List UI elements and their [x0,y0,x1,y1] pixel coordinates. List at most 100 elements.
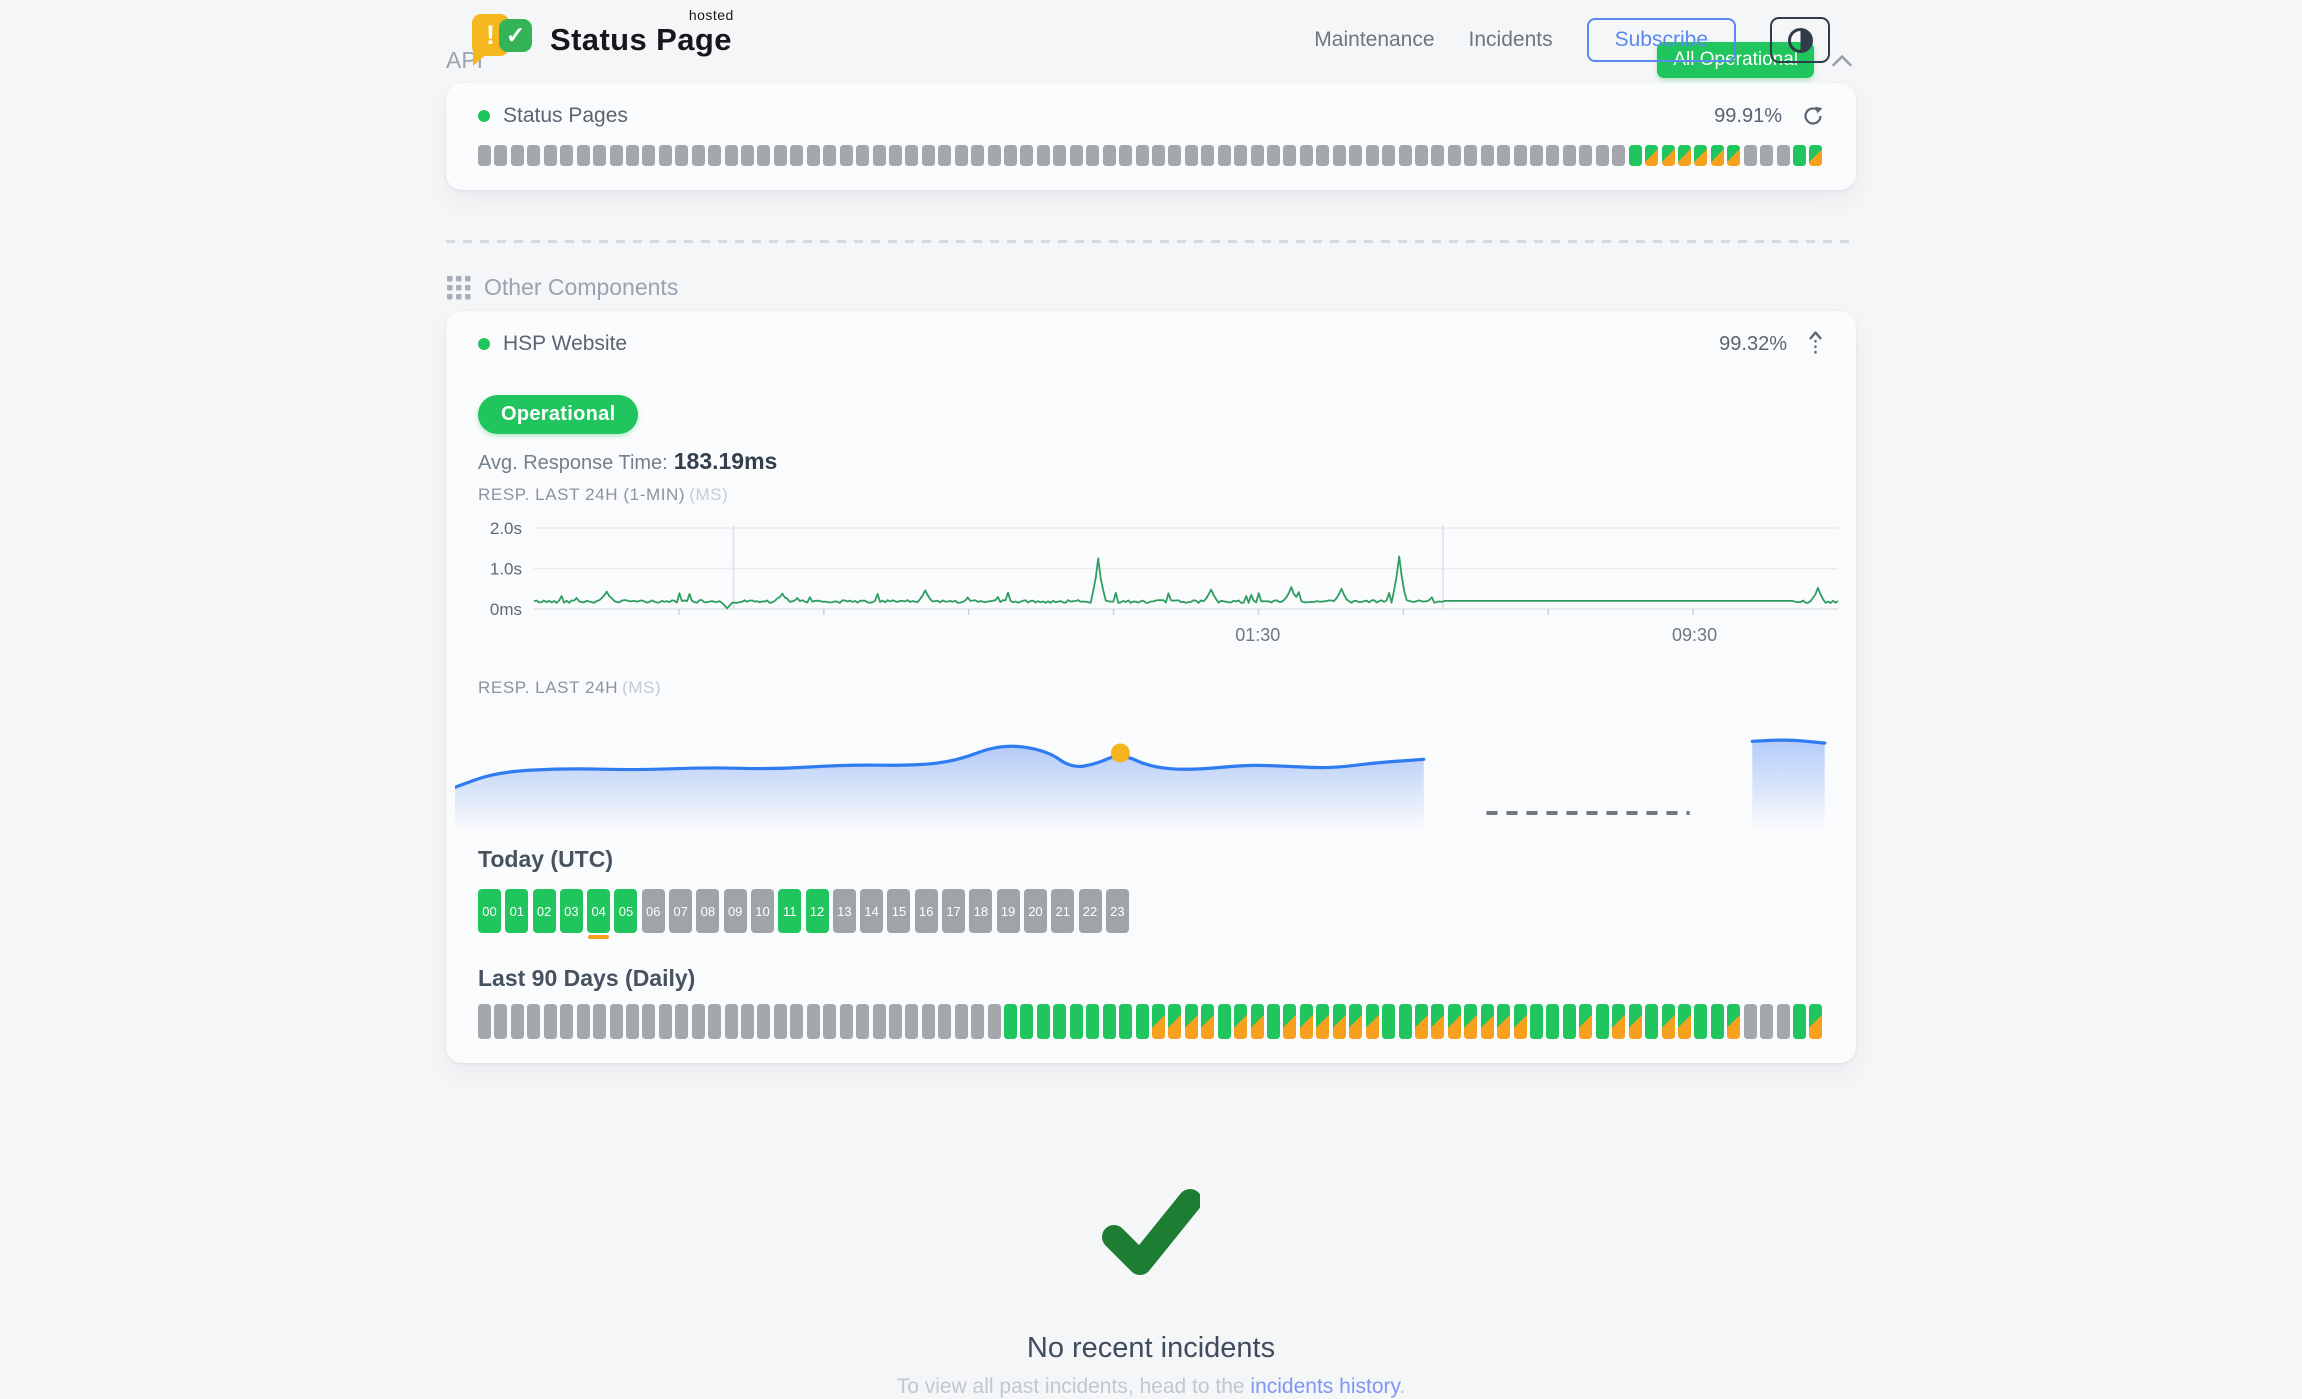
uptime-bar [1119,145,1133,166]
uptime-bar [921,1004,935,1039]
hour-box-02: 02 [532,889,556,933]
uptime-bar [856,1004,870,1039]
uptime-bar [1513,1004,1527,1039]
uptime-bar [905,1004,919,1039]
uptime-bar [1086,1004,1100,1039]
hour-box-07: 07 [669,889,693,933]
uptime-bar [1299,145,1313,166]
uptime-bar [1677,1004,1691,1039]
uptime-bar [1546,145,1560,166]
hour-box-11: 11 [778,889,802,933]
status-dot [478,338,490,350]
uptime-bar [724,1004,738,1039]
no-incidents-title: No recent incidents [1026,1332,1276,1364]
today-hour-strip: 00 01 02 03 04 05 06 07 08 09 10 11 12 13 14 15 16 17 18 19… [478,889,1824,939]
uptime-bar [1710,1004,1724,1039]
uptime-bar [757,145,771,166]
uptime-bar [593,1004,607,1039]
uptime-bar [1168,1004,1182,1039]
uptime-bar [1053,145,1067,166]
uptime-bar [757,1004,771,1039]
subscribe-button[interactable]: Subscribe [1586,18,1736,62]
uptime-bar [1069,145,1083,166]
hour-box-01: 01 [505,889,529,933]
uptime-bar [1135,145,1149,166]
uptime-bar [642,145,656,166]
uptime-bar [1595,145,1609,166]
nav-incidents[interactable]: Incidents [1468,28,1553,51]
uptime-bar [1119,1004,1133,1039]
uptime-bar [1036,145,1050,166]
uptime-bar [1727,1004,1741,1039]
uptime-bar [543,145,557,166]
uptime-bar [954,1004,968,1039]
uptime-bar [1102,1004,1116,1039]
uptime-bar [938,145,952,166]
brand-name: Status Page hosted [550,7,734,57]
degraded-marker [588,935,610,939]
uptime-bar [823,1004,837,1039]
no-incidents-subtext: To view all past incidents, head to the … [896,1375,1406,1398]
collapse-component-button[interactable] [1807,330,1824,358]
uptime-bar [1546,1004,1560,1039]
response-time-chart-1min: 2.0s 1.0s 0ms 01:30 09:30 [478,517,1839,652]
uptime-bar [1184,1004,1198,1039]
brand-logo-icon: ! ✓ [472,12,536,68]
uptime-bar [872,1004,886,1039]
card-hsp-website: HSP Website 99.32% Operational Avg. Resp… [446,311,1856,1063]
hour-box-19: 19 [996,889,1020,933]
hour-box-00: 00 [478,889,501,933]
uptime-bar [1382,1004,1396,1039]
page-header: ! ✓ Status Page hosted Maintenance Incid… [0,0,2302,68]
uptime-bar [741,145,754,166]
uptime-bar [658,145,672,166]
uptime-bar [1743,145,1757,166]
uptime-bar [1530,1004,1543,1039]
refresh-button[interactable] [1802,105,1824,127]
uptime-bar [1562,145,1576,166]
uptime-bar [1464,145,1478,166]
uptime-bar [1398,1004,1412,1039]
uptime-bar [1250,145,1264,166]
hour-box-03: 03 [559,889,583,933]
uptime-bar [576,1004,590,1039]
uptime-bar [1184,145,1198,166]
page-content: API All Operational Status Pages 99.91% [446,0,1856,1399]
hour-box-14: 14 [860,889,884,933]
uptime-bar [1201,145,1215,166]
component-row-status-pages[interactable]: Status Pages 99.91% [478,103,1824,129]
hour-box-16: 16 [914,889,938,933]
uptime-bar [1612,1004,1626,1039]
nav-maintenance[interactable]: Maintenance [1314,28,1435,51]
uptime-bar [1053,1004,1067,1039]
uptime-bar [1431,145,1445,166]
uptime-bar [790,1004,804,1039]
uptime-bar [971,1004,985,1039]
uptime-bar [1793,1004,1806,1039]
uptime-bar [1694,145,1708,166]
uptime-bar [1217,1004,1231,1039]
incidents-history-link[interactable]: incidents history [1250,1375,1400,1398]
hour-box-18: 18 [969,889,993,933]
uptime-bar [790,145,804,166]
uptime-bar [1645,1004,1659,1039]
brand-logo: ! ✓ Status Page hosted [472,7,734,68]
uptime-bar [724,145,738,166]
uptime-bar [1431,1004,1445,1039]
theme-toggle-button[interactable] [1770,17,1830,63]
uptime-bar [1004,145,1017,166]
component-row-hsp-website[interactable]: HSP Website 99.32% [478,331,1824,357]
uptime-bar [1447,1004,1461,1039]
uptime-percent: 99.91% [1714,104,1782,127]
collapse-group-button[interactable] [1828,51,1856,70]
uptime-bar [1349,145,1363,166]
uptime-bar [773,1004,787,1039]
uptime-bar [1776,145,1790,166]
refresh-icon [1804,106,1823,125]
uptime-bar [1020,145,1034,166]
group-header-other: Other Components [446,273,1856,301]
status-dot [478,110,490,122]
uptime-percent: 99.32% [1719,332,1787,355]
uptime-bar [1661,145,1675,166]
uptime-bar [1497,1004,1511,1039]
